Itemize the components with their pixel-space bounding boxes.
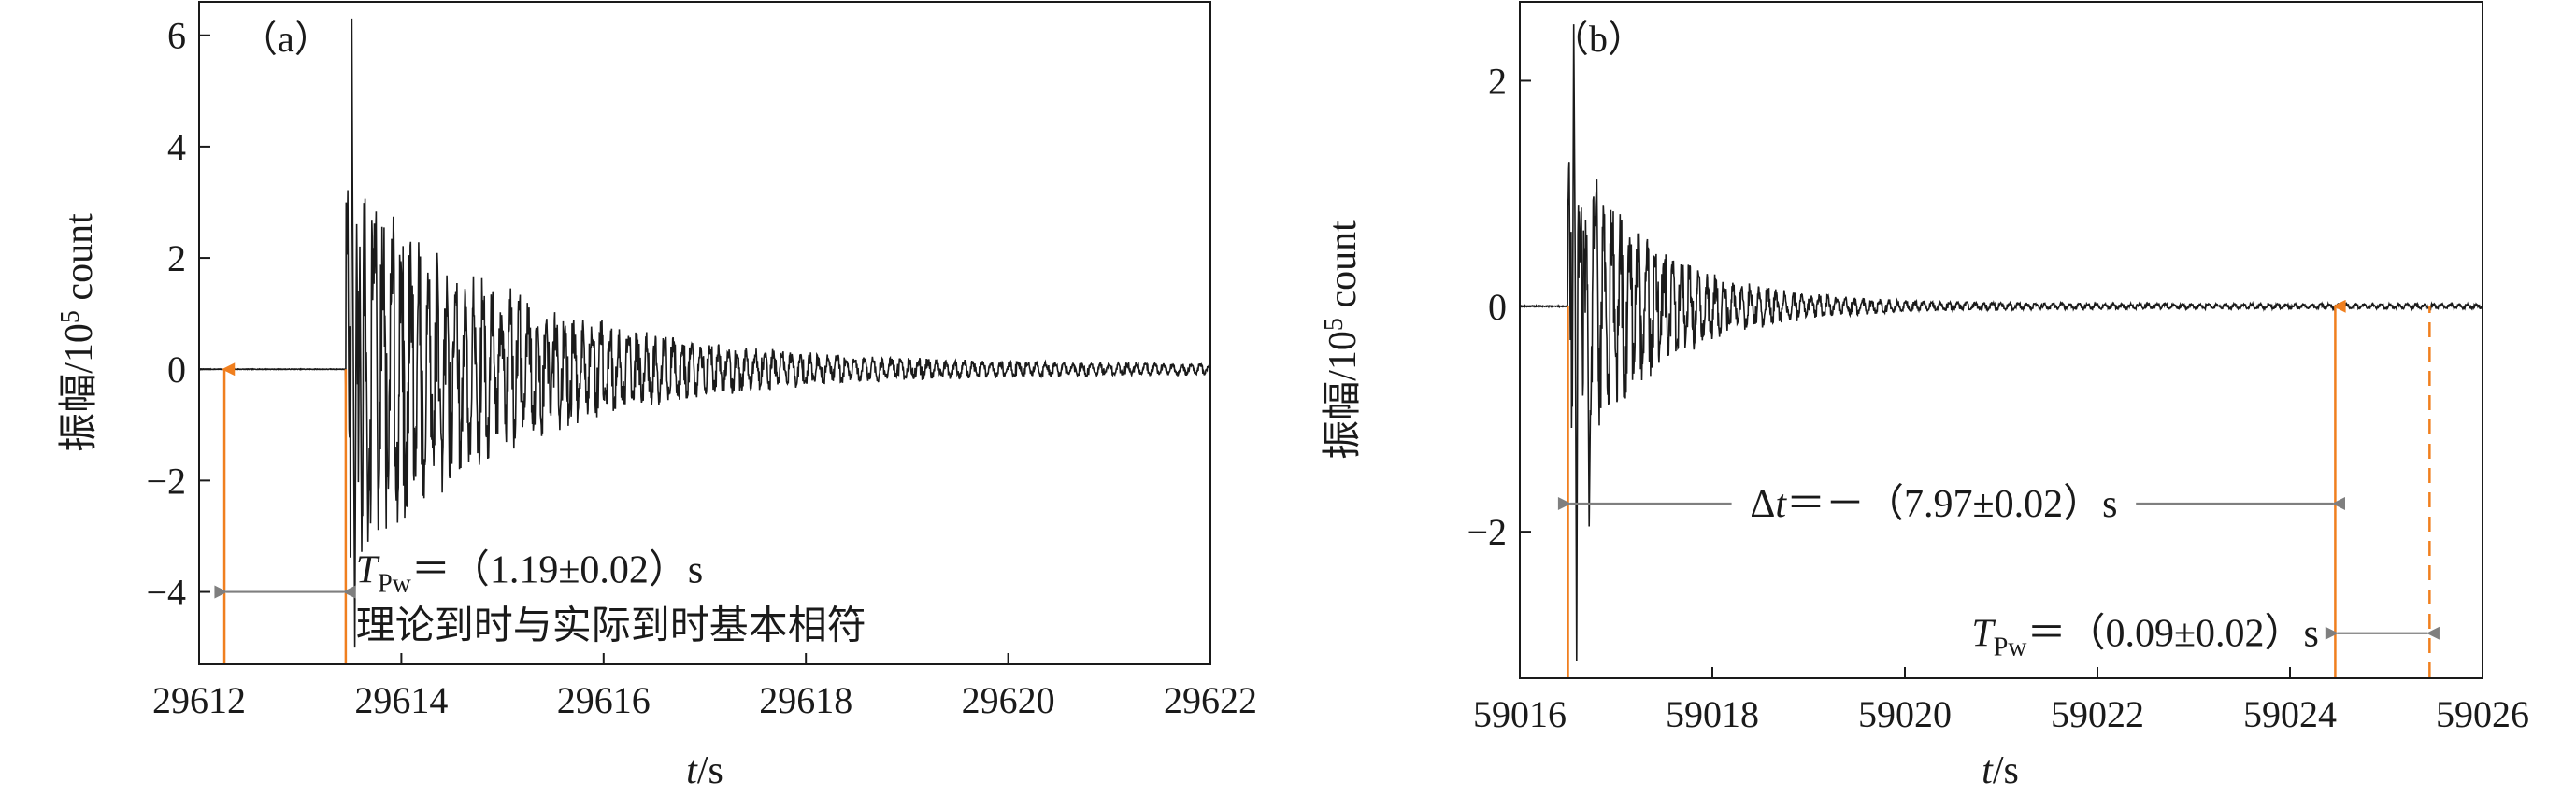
- annotation-text: 理论到时与实际到时基本相符: [356, 604, 866, 647]
- annotation-text: TPw＝（1.19±0.02）s: [356, 549, 704, 599]
- x-tick-label: 59026: [2436, 693, 2529, 735]
- annotation-layer: Δt＝－（7.97±0.02）s TPw＝（0.09±0.02）s: [1750, 483, 2319, 662]
- arrival-markers: [1557, 299, 2440, 677]
- y-tick-label: −2: [146, 460, 186, 502]
- annotation-layer: TPw＝（1.19±0.02）s 理论到时与实际到时基本相符: [356, 549, 866, 648]
- y-tick-label: 2: [1488, 60, 1507, 102]
- trace-layer: [1519, 24, 2483, 661]
- x-tick-label: 29618: [759, 679, 852, 721]
- y-tick-label: −4: [146, 572, 186, 614]
- panel-label: （b）: [1552, 18, 1645, 60]
- arrival-markers: [214, 362, 356, 663]
- x-axis-title: t/s: [686, 749, 723, 792]
- x-tick-label: 59022: [2051, 693, 2144, 735]
- plot-area-frame: [1519, 1, 2483, 679]
- y-tick-label: 4: [167, 126, 186, 168]
- x-tick-label: 59018: [1666, 693, 1759, 735]
- seismogram-trace: [198, 18, 1211, 648]
- y-axis-ticks: −4 −2 0 2 4 6: [146, 15, 210, 614]
- plot-area-frame: [198, 1, 1211, 665]
- y-tick-label: 0: [167, 348, 186, 391]
- y-tick-label: 0: [1488, 286, 1507, 328]
- panel-label: （a）: [240, 18, 332, 60]
- y-tick-label: 6: [167, 15, 186, 57]
- x-tick-label: 29622: [1164, 679, 1257, 721]
- chart-panel-b: 59016 59018 59020 59022 59024 59026 −202 （b） …: [1320, 1, 2529, 792]
- y-axis-title: 振幅/105 count: [56, 213, 101, 452]
- y-tick-label: 2: [167, 237, 186, 279]
- x-tick-label: 59024: [2243, 693, 2337, 735]
- x-axis-ticks: 29612 29614 29616 29618 29620 29622: [152, 653, 1257, 721]
- seismogram-trace: [1519, 24, 2483, 661]
- x-tick-label: 29612: [152, 679, 246, 721]
- chart-panel-a: 29612 29614 29616 29618 29620 29622 −4−20246 …: [56, 1, 1257, 792]
- trace-layer: [198, 18, 1211, 648]
- annotation-text: TPw＝（0.09±0.02）s: [1971, 613, 2319, 662]
- x-axis-ticks: 59016 59018 59020 59022 59024 59026: [1473, 667, 2529, 735]
- x-tick-label: 29614: [354, 679, 448, 721]
- x-axis-title: t/s: [1982, 749, 2019, 792]
- y-axis-ticks: −2 0 2: [1467, 60, 1531, 553]
- y-tick-label: −2: [1467, 511, 1507, 553]
- x-tick-label: 29616: [557, 679, 651, 721]
- x-tick-label: 59020: [1858, 693, 1952, 735]
- annotation-text: Δt＝－（7.97±0.02）s: [1750, 483, 2117, 526]
- y-axis-title: 振幅/105 count: [1320, 220, 1365, 460]
- x-tick-label: 59016: [1473, 693, 1567, 735]
- x-tick-label: 29620: [962, 679, 1055, 721]
